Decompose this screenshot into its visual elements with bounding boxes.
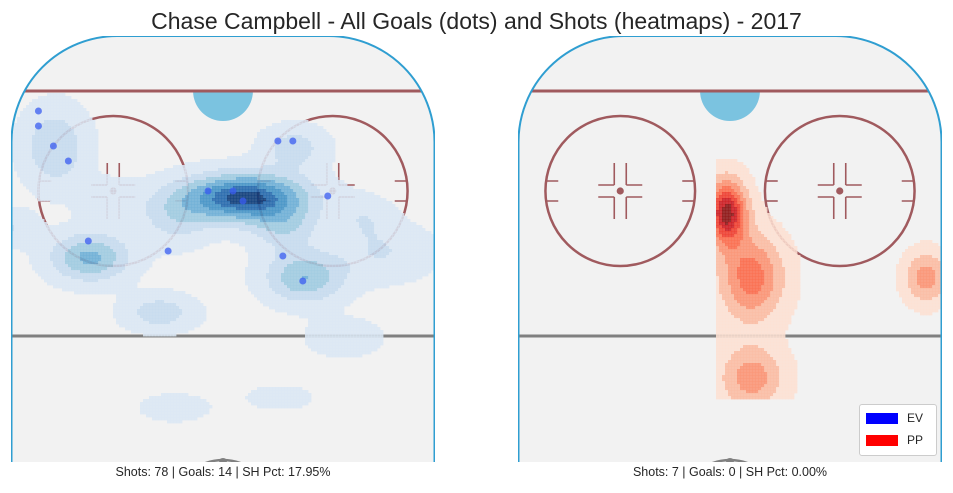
- rink-panel-pp: [518, 36, 942, 462]
- goal-marker-ev-7: [204, 187, 212, 195]
- rink-chart-pp: [518, 36, 942, 462]
- faceoff-circle-right: [763, 114, 916, 268]
- goal-marker-ev-1: [34, 122, 42, 130]
- rink-boards: [11, 36, 435, 462]
- goal-marker-ev-4: [274, 137, 282, 145]
- legend-item-pp: PP: [866, 433, 923, 447]
- goal-marker-ev-6: [239, 197, 247, 205]
- legend: EV PP: [859, 404, 937, 456]
- goal-marker-ev-2: [49, 142, 57, 150]
- stats-summary-ev: Shots: 78 | Goals: 14 | SH Pct: 17.95%: [115, 465, 331, 479]
- shot-heatmap-ev: [11, 93, 435, 424]
- stats-summary-pp: Shots: 7 | Goals: 0 | SH Pct: 0.00%: [632, 465, 828, 479]
- goal-marker-ev-10: [84, 237, 92, 245]
- goal-marker-ev-3: [64, 157, 72, 165]
- legend-swatch-ev: [866, 412, 898, 424]
- goal-crease: [193, 91, 253, 121]
- rink-chart-ev: [11, 36, 435, 462]
- goal-marker-ev-12: [279, 252, 287, 260]
- goal-crease: [700, 91, 760, 121]
- rink-panel-ev: [11, 36, 435, 462]
- shot-heatmap-pp: [716, 159, 942, 400]
- legend-label-pp: PP: [907, 433, 924, 447]
- rink-boards: [518, 36, 942, 462]
- legend-label-ev: EV: [907, 411, 924, 425]
- goal-marker-ev-8: [229, 187, 237, 195]
- goal-markers-ev: [34, 107, 332, 285]
- legend-swatch-pp: [866, 434, 898, 446]
- center-dot: [726, 458, 734, 462]
- faceoff-circle-left: [544, 114, 697, 268]
- goal-marker-ev-0: [34, 107, 42, 115]
- goal-marker-ev-9: [324, 192, 332, 200]
- center-dot: [219, 458, 227, 462]
- goal-marker-ev-13: [299, 277, 307, 285]
- goal-marker-ev-11: [164, 247, 172, 255]
- chart-title: Chase Campbell - All Goals (dots) and Sh…: [151, 8, 802, 34]
- legend-item-ev: EV: [866, 411, 923, 425]
- goal-marker-ev-5: [289, 137, 297, 145]
